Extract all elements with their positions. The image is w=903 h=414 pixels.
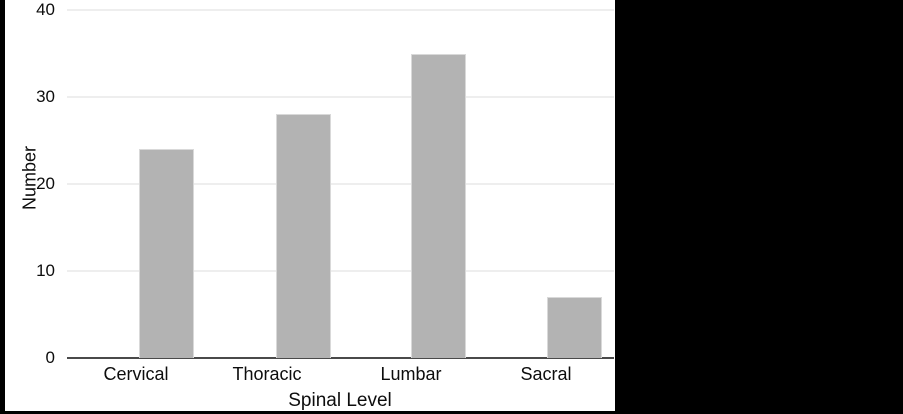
bar-lumbar (411, 53, 466, 358)
bar-cervical (139, 149, 194, 358)
y-tick-label-0: 0 (45, 348, 55, 367)
y-tick-label-40: 40 (36, 0, 55, 19)
x-category-label-cervical: Cervical (103, 364, 169, 384)
x-category-label-lumbar: Lumbar (380, 364, 442, 384)
plot-area: 0 10 20 30 40 Cervical Thoracic Lumbar Sacral N… (19, 0, 614, 411)
x-axis-line (67, 357, 614, 359)
letterbox-right (615, 0, 903, 414)
gridline-30 (67, 96, 614, 98)
x-category-label-sacral: Sacral (520, 364, 572, 384)
y-tick-label-10: 10 (36, 261, 55, 280)
gridline-20 (67, 183, 614, 185)
x-axis-title: Spinal Level (288, 390, 392, 411)
bar-thoracic (276, 114, 331, 358)
y-tick-label-20: 20 (36, 174, 55, 193)
bar-sacral (547, 297, 602, 358)
x-category-label-thoracic: Thoracic (232, 364, 302, 384)
letterbox-bottom (0, 411, 903, 414)
gridline-40 (67, 9, 614, 11)
gridline-10 (67, 270, 614, 272)
y-axis-title: Number (19, 145, 40, 211)
letterbox-left (0, 0, 5, 414)
y-tick-label-30: 30 (36, 87, 55, 106)
